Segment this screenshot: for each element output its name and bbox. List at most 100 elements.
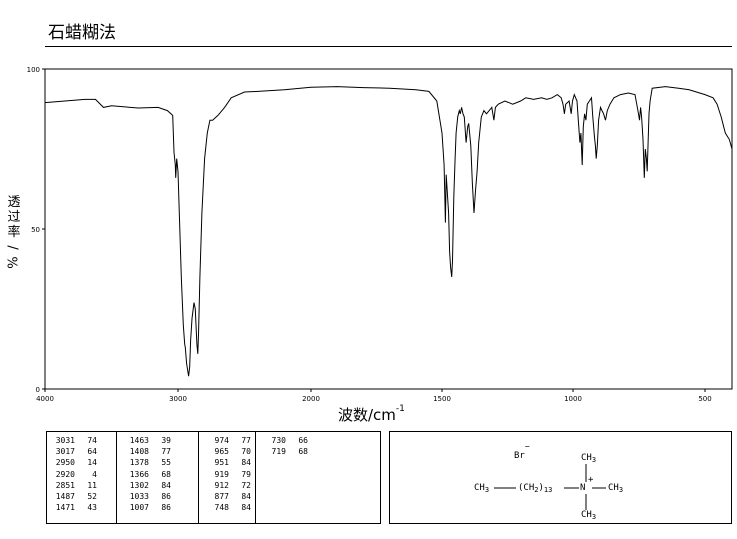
peak-wavenumber: 719 [271, 447, 286, 457]
y-axis-label-char-1: 透 [7, 195, 21, 210]
peak-transmittance: 55 [161, 458, 171, 468]
peak-wavenumber: 919 [214, 469, 229, 479]
peak-wavenumber: 1033 [129, 491, 149, 501]
peak-table-row: 2851 11 [49, 480, 116, 491]
peak-wavenumber: 3031 [55, 436, 75, 445]
top-methyl: CH3 [581, 453, 597, 464]
nitrogen-charge: + [588, 475, 594, 485]
x-axis-label-text: 波数/cm [338, 406, 396, 424]
peak-transmittance: 79 [241, 469, 251, 479]
peak-table-row: 719 68 [260, 446, 376, 457]
peak-table-row: 3017 64 [49, 446, 116, 457]
peak-wavenumber: 1366 [129, 469, 149, 479]
peak-table-row: 919 79 [203, 469, 255, 480]
plot-frame [44, 68, 733, 390]
methylene-chain: (CH2)13 [518, 483, 553, 494]
y-axis-label-char-3: 率 [7, 225, 21, 240]
peak-table-row: 1487 52 [49, 491, 116, 502]
bromide-anion: Br− [514, 442, 530, 461]
peak-table-row: 1463 39 [123, 435, 198, 446]
peak-transmittance: 74 [87, 436, 97, 445]
peak-table-row: 748 84 [203, 502, 255, 513]
left-methyl: CH3 [474, 483, 490, 494]
peak-wavenumber: 912 [214, 480, 229, 490]
series-line-transmittance [44, 86, 733, 377]
title-divider [45, 46, 732, 47]
peak-wavenumber: 965 [214, 447, 229, 457]
peak-table-row: 912 72 [203, 480, 255, 491]
peak-wavenumber: 951 [214, 458, 229, 468]
peak-wavenumber: 2950 [55, 458, 75, 468]
peak-wavenumber: 730 [271, 436, 286, 445]
y-tick-label-50: 50 [31, 226, 40, 234]
peak-table-column: 1463 39 1408 77 1378 55 1366 68 1302 84 1033 86 1007… [119, 432, 199, 523]
peak-table-column: 3031 74 3017 64 2950 14 2920 4 2851 11 1487 52 1471 4… [47, 432, 117, 523]
peak-table-row: 965 70 [203, 446, 255, 457]
peak-wavenumber: 1487 [55, 491, 75, 501]
peak-table-row: 1408 77 [123, 446, 198, 457]
peak-wavenumber: 1471 [55, 503, 75, 513]
peak-transmittance: 68 [161, 469, 171, 479]
peak-transmittance: 43 [87, 503, 97, 513]
x-tick-label-2000: 2000 [302, 395, 320, 403]
peak-transmittance: 84 [241, 491, 251, 501]
peak-table-row: 1378 55 [123, 457, 198, 468]
peak-table-row: 730 66 [260, 435, 376, 446]
right-methyl: CH3 [608, 483, 624, 494]
peak-wavenumber: 1302 [129, 480, 149, 490]
peak-wavenumber: 1408 [129, 447, 149, 457]
x-tick-label-1000: 1000 [564, 395, 582, 403]
x-tick-label-4000: 4000 [36, 395, 54, 403]
page-title: 石蜡糊法 [48, 23, 116, 43]
y-tick-label-100: 100 [27, 66, 40, 74]
peak-table-row: 2950 14 [49, 457, 116, 468]
peak-wavenumber: 2920 [55, 469, 75, 479]
peak-wavenumber: 1378 [129, 458, 149, 468]
peak-transmittance: 86 [161, 503, 171, 513]
peak-transmittance: 39 [161, 436, 171, 445]
peak-transmittance: 70 [241, 447, 251, 457]
peak-table-row: 1033 86 [123, 491, 198, 502]
peak-table-row: 951 84 [203, 457, 255, 468]
peak-transmittance: 77 [161, 447, 171, 457]
peak-wavenumber: 3017 [55, 447, 75, 457]
peak-transmittance: 14 [87, 458, 97, 468]
structure-formula: Br− CH3 (CH2)13 N + CH3 CH3 CH3 [389, 431, 732, 524]
peak-table-row: 974 77 [203, 435, 255, 446]
x-axis: 4000 3000 2000 1500 1000 500 [36, 389, 712, 403]
nitrogen-atom: N [580, 483, 586, 493]
peak-transmittance: 84 [241, 458, 251, 468]
peak-table-row: 2920 4 [49, 469, 116, 480]
x-tick-label-500: 500 [698, 395, 711, 403]
y-axis-label: 透 过 率 / % [2, 195, 26, 270]
y-axis: 0 50 100 [27, 66, 45, 394]
peak-wavenumber: 748 [214, 503, 229, 513]
peak-table-row: 1302 84 [123, 480, 198, 491]
structure-bonds [494, 464, 606, 510]
x-axis-label-exponent: -1 [395, 404, 405, 414]
peak-wavenumber: 877 [214, 491, 229, 501]
peak-transmittance: 84 [161, 480, 171, 490]
peak-wavenumber: 2851 [55, 480, 75, 490]
peak-transmittance: 77 [241, 436, 251, 445]
peak-transmittance: 86 [161, 491, 171, 501]
peak-transmittance: 72 [241, 480, 251, 490]
y-axis-label-char-2: 过 [7, 210, 21, 225]
x-axis-label: 波数/cm-1 [338, 404, 405, 425]
peak-transmittance: 66 [298, 436, 308, 445]
peak-table: 3031 74 3017 64 2950 14 2920 4 2851 11 1487 52 1471 4… [46, 431, 381, 524]
peak-table-row: 877 84 [203, 491, 255, 502]
peak-transmittance: 84 [241, 503, 251, 513]
x-tick-label-1500: 1500 [433, 395, 451, 403]
peak-table-row: 3031 74 [49, 435, 116, 446]
peak-transmittance: 11 [87, 480, 97, 490]
peak-wavenumber: 1007 [129, 503, 149, 513]
peak-transmittance: 4 [92, 469, 97, 479]
peak-table-row: 1007 86 [123, 502, 198, 513]
peak-wavenumber: 974 [214, 436, 229, 445]
peak-table-column: 730 66 719 68 [256, 432, 376, 523]
bottom-methyl: CH3 [581, 510, 597, 521]
peak-wavenumber: 1463 [129, 436, 149, 445]
peak-transmittance: 68 [298, 447, 308, 457]
